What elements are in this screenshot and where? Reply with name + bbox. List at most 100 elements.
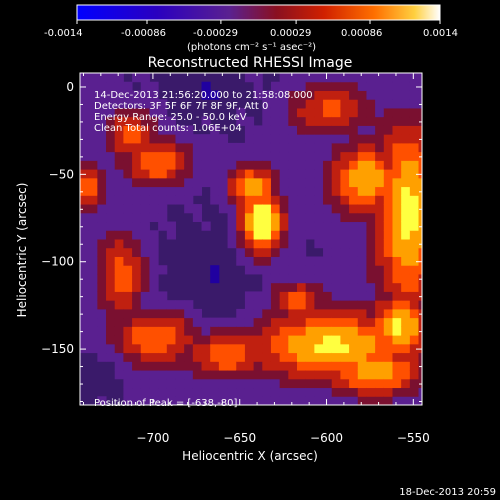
heatmap-cell bbox=[297, 142, 307, 153]
heatmap-cell bbox=[314, 81, 324, 91]
heatmap-cell bbox=[297, 204, 307, 214]
heatmap-cell bbox=[288, 134, 298, 144]
heatmap-cell bbox=[383, 239, 393, 249]
heatmap-cell bbox=[297, 169, 307, 179]
heatmap-cell bbox=[297, 300, 307, 310]
heatmap-cell bbox=[106, 195, 116, 205]
heatmap-cell bbox=[166, 116, 176, 126]
heatmap-cell bbox=[244, 317, 255, 327]
heatmap-cell bbox=[323, 177, 333, 188]
heatmap-cell bbox=[323, 230, 333, 240]
heatmap-cell bbox=[218, 186, 229, 196]
heatmap-cell bbox=[149, 361, 159, 371]
heatmap-cell bbox=[349, 151, 359, 161]
heatmap-cell bbox=[97, 212, 107, 223]
heatmap-cell bbox=[227, 142, 237, 153]
heatmap-cell bbox=[418, 265, 422, 275]
heatmap-cell bbox=[331, 169, 341, 179]
heatmap-cell bbox=[149, 107, 159, 118]
heatmap-cell bbox=[383, 195, 393, 205]
heatmap-cell bbox=[288, 116, 298, 126]
heatmap-cell bbox=[88, 195, 98, 205]
heatmap-cell bbox=[140, 273, 150, 284]
heatmap-cell bbox=[270, 81, 281, 91]
heatmap-cell bbox=[288, 212, 298, 223]
heatmap-cell bbox=[288, 335, 298, 345]
heatmap-cell bbox=[409, 239, 420, 249]
heatmap-cell bbox=[297, 335, 307, 345]
heatmap-cell bbox=[401, 186, 411, 196]
heatmap-cell bbox=[123, 335, 133, 345]
heatmap-cell bbox=[279, 99, 289, 109]
heatmap-cell bbox=[262, 221, 272, 231]
heatmap-cell bbox=[314, 282, 324, 292]
heatmap-cell bbox=[314, 239, 324, 249]
heatmap-cell bbox=[106, 186, 116, 196]
heatmap-cell bbox=[375, 204, 385, 214]
heatmap-cell bbox=[409, 247, 420, 257]
heatmap-cell bbox=[140, 99, 150, 109]
heatmap-cell bbox=[366, 169, 376, 179]
heatmap-cell bbox=[383, 177, 393, 188]
heatmap-cell bbox=[409, 335, 420, 345]
colorbar-unit-label: (photons cm⁻² s⁻¹ asec⁻²) bbox=[187, 42, 316, 53]
heatmap-cell bbox=[401, 99, 411, 109]
heatmap-cell bbox=[132, 134, 142, 144]
heatmap-cell bbox=[357, 73, 367, 83]
heatmap-cell bbox=[158, 317, 168, 327]
heatmap-cell bbox=[106, 282, 116, 292]
heatmap-cell bbox=[97, 291, 107, 301]
x-tick-label: −550 bbox=[397, 431, 430, 445]
heatmap-cell bbox=[357, 265, 367, 275]
heatmap-cell bbox=[253, 378, 263, 389]
heatmap-cell bbox=[357, 160, 367, 170]
heatmap-cell bbox=[392, 160, 402, 170]
heatmap-cell bbox=[340, 99, 350, 109]
heatmap-cell bbox=[140, 186, 150, 196]
heatmap-cell bbox=[227, 239, 237, 249]
heatmap-cell bbox=[314, 352, 324, 362]
heatmap-cell bbox=[383, 221, 393, 231]
heatmap-cell bbox=[97, 221, 107, 231]
heatmap-cell bbox=[158, 343, 168, 354]
heatmap-cell bbox=[349, 116, 359, 126]
x-tick-label: −650 bbox=[223, 431, 256, 445]
heatmap-cell bbox=[297, 247, 307, 257]
heatmap-cell bbox=[401, 125, 411, 135]
heatmap-cell bbox=[236, 370, 246, 380]
heatmap-cell bbox=[236, 247, 246, 257]
heatmap-cell bbox=[149, 169, 159, 179]
heatmap-cell bbox=[357, 378, 367, 389]
heatmap-cell bbox=[418, 134, 422, 144]
heatmap-cell bbox=[323, 73, 333, 83]
heatmap-cell bbox=[158, 186, 168, 196]
heatmap-cell bbox=[375, 160, 385, 170]
heatmap-cell bbox=[253, 142, 263, 153]
heatmap-cell bbox=[201, 90, 211, 100]
heatmap-cell bbox=[279, 177, 289, 188]
heatmap-cell bbox=[262, 352, 272, 362]
heatmap-cell bbox=[366, 195, 376, 205]
heatmap-cell bbox=[244, 239, 255, 249]
heatmap-cell bbox=[244, 142, 255, 153]
heatmap-cell bbox=[323, 317, 333, 327]
heatmap-cell bbox=[236, 335, 246, 345]
heatmap-cell bbox=[236, 317, 246, 327]
heatmap-cell bbox=[331, 125, 341, 135]
heatmap-cell bbox=[340, 125, 350, 135]
heatmap-cell bbox=[184, 186, 194, 196]
heatmap-cell bbox=[270, 265, 281, 275]
heatmap-cell bbox=[409, 291, 420, 301]
heatmap-cell bbox=[88, 221, 98, 231]
heatmap-cell bbox=[279, 73, 289, 83]
heatmap-cell bbox=[279, 361, 289, 371]
heatmap-cell bbox=[192, 134, 203, 144]
heatmap-cell bbox=[218, 317, 229, 327]
heatmap-cell bbox=[401, 300, 411, 310]
heatmap-cell bbox=[279, 204, 289, 214]
heatmap-cell bbox=[340, 343, 350, 354]
heatmap-cell bbox=[149, 239, 159, 249]
heatmap-cell bbox=[123, 317, 133, 327]
heatmap-cell bbox=[114, 177, 124, 188]
heatmap-cell bbox=[288, 107, 298, 118]
